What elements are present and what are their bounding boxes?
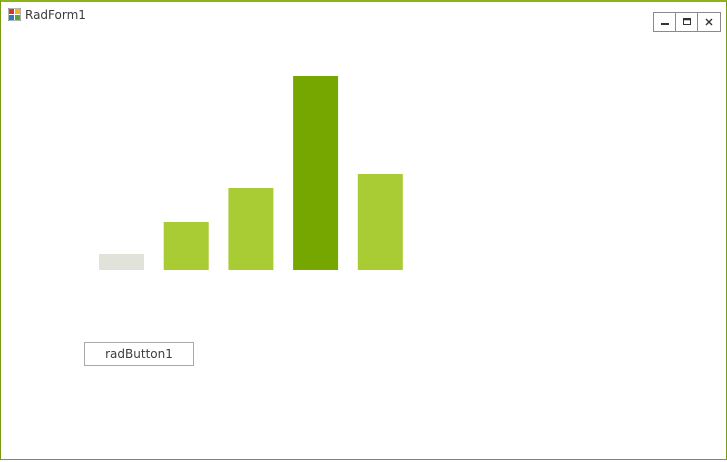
maximize-icon [682,18,691,25]
minimize-button[interactable] [654,13,676,31]
chart-bar-3 [228,188,274,270]
chart-bar-4 [293,76,339,270]
chart-bar-5 [357,174,403,270]
maximize-button[interactable] [676,13,698,31]
app-icon [8,8,21,21]
close-button[interactable] [698,13,720,31]
chart-bar-1 [99,254,144,270]
close-icon [705,18,713,26]
chart-bar-2 [163,222,209,270]
minimize-icon [660,23,669,25]
rad-button[interactable]: radButton1 [84,342,194,366]
window-title: RadForm1 [25,8,86,22]
window-controls [653,12,721,32]
title-bar[interactable]: RadForm1 [1,2,726,32]
